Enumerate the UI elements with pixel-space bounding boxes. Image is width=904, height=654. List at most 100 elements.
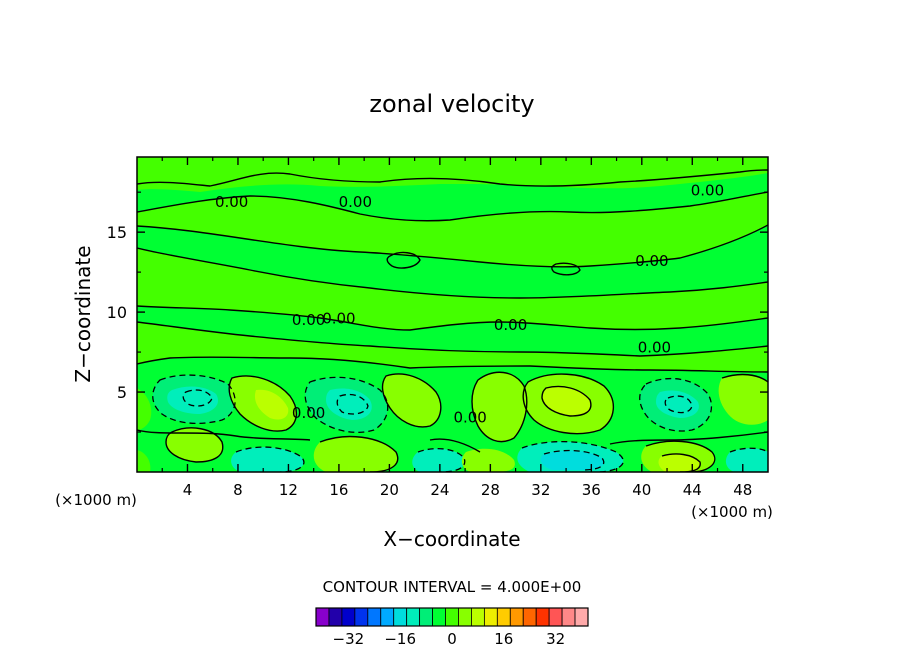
contour-line	[137, 305, 768, 331]
colorbar-swatch	[522, 607, 537, 627]
cell-r	[137, 450, 151, 472]
colorbar: −32 −16 0 16 32	[315, 607, 589, 648]
negative-contour-line	[152, 374, 236, 424]
contour-label: 0.00	[638, 338, 671, 356]
cell-d	[382, 373, 441, 427]
contour-label: 0.00	[292, 404, 325, 422]
x-axis-label: X−coordinate	[383, 527, 520, 551]
contour-label: 0.00	[691, 182, 724, 200]
negative-contour-line	[664, 395, 693, 414]
x-tick-label: 28	[481, 481, 500, 499]
colorbar-swatch	[367, 607, 382, 627]
colorbar-swatch	[393, 607, 408, 627]
contour-line	[319, 435, 399, 472]
contour-line	[381, 373, 442, 428]
contour-line	[137, 321, 768, 357]
x-axis-unit-right: (×1000 m)	[691, 503, 773, 521]
colorbar-swatch	[509, 607, 524, 627]
contour-label: 0.00	[215, 193, 248, 211]
contour-interval-text: CONTOUR INTERVAL = 4.000E+00	[323, 578, 582, 596]
cell-a-inner	[167, 386, 219, 414]
colorbar-tick-label: −32	[333, 630, 365, 648]
colorbar-swatch	[535, 607, 550, 627]
cell-c-inner	[326, 388, 372, 420]
contour-line	[228, 375, 297, 432]
colorbar-swatch	[445, 607, 459, 627]
contour-line	[137, 169, 768, 187]
contour-line	[137, 429, 311, 441]
negative-contour-line	[521, 440, 624, 472]
contour-line	[551, 262, 581, 276]
x-tick-label: 32	[531, 481, 550, 499]
y-tick-label: 5	[117, 383, 127, 402]
colorbar-tick-label: 0	[447, 630, 457, 648]
cell-m	[461, 448, 515, 472]
cell-b-inner	[254, 389, 289, 420]
colorbar-swatch	[458, 607, 472, 627]
contour-line	[137, 224, 768, 268]
y-tick-label: 10	[107, 303, 127, 322]
negative-contour-line	[336, 393, 369, 415]
contour-label: 0.00	[322, 309, 355, 327]
cell-o-inner	[658, 454, 701, 472]
colorbar-tick-label: 32	[546, 630, 565, 648]
contour-label: 0.00	[292, 311, 325, 329]
cell-p	[725, 448, 768, 472]
colorbar-swatch	[548, 607, 563, 627]
x-tick-label: 48	[733, 481, 752, 499]
negative-contour-line	[417, 447, 466, 472]
cell-h	[718, 374, 768, 425]
colorbar-swatch	[432, 607, 446, 627]
cell-e	[472, 372, 527, 442]
contour-line	[541, 385, 592, 417]
x-tick-label: 16	[329, 481, 348, 499]
plot-area: 0.00 0.000.000.000.000.00 0.000.000.00 0.00…	[107, 156, 769, 499]
negative-contour-line	[639, 377, 713, 432]
colorbar-swatch	[406, 607, 421, 627]
cell-q	[137, 388, 152, 430]
contour-label-layer: 0.00 0.000.000.000.000.00 0.000.000.00 0.00	[215, 182, 724, 427]
y-axis-label: Z−coordinate	[71, 245, 95, 382]
colorbar-swatch	[315, 607, 330, 627]
colorbar-swatch	[496, 607, 511, 627]
colorbar-swatch	[380, 607, 395, 627]
cell-i	[166, 427, 223, 462]
contour-line	[429, 438, 481, 453]
colorbar-swatch	[419, 607, 433, 627]
negative-contours	[152, 374, 768, 472]
contour-line	[471, 371, 528, 443]
cell-f-inner	[542, 386, 591, 416]
colorbar-swatch	[574, 607, 589, 627]
colorbar-swatch	[561, 607, 576, 627]
colorbar-swatch	[483, 607, 498, 627]
colorbar-frame	[315, 607, 589, 627]
contour-line	[386, 251, 421, 269]
contour-line	[137, 247, 768, 299]
contour-line	[165, 427, 224, 463]
cell-k	[313, 436, 398, 472]
y-tick-label: 15	[107, 223, 127, 242]
cell-j	[231, 447, 304, 472]
band-lower-mid	[137, 322, 768, 372]
x-tick-label: 36	[582, 481, 601, 499]
contour-label: 0.00	[494, 316, 527, 334]
colorbar-swatch	[354, 607, 369, 627]
contour-line	[721, 373, 768, 383]
colorbar-swatch	[471, 607, 485, 627]
contour-line	[522, 373, 614, 435]
chart-title: zonal velocity	[369, 90, 534, 118]
plot-frame	[136, 156, 769, 473]
negative-contour-line	[729, 447, 768, 453]
negative-contour-line	[182, 389, 213, 407]
contour-label: 0.00	[453, 409, 486, 427]
colorbar-tick-label: 16	[494, 630, 513, 648]
x-tick-label: 40	[632, 481, 651, 499]
contour-label: 0.00	[339, 193, 372, 211]
contour-line	[137, 191, 768, 222]
contour-line	[645, 440, 716, 472]
colorbar-tick-label: −16	[384, 630, 416, 648]
band-mid	[137, 248, 768, 330]
contour-lines	[137, 169, 768, 472]
